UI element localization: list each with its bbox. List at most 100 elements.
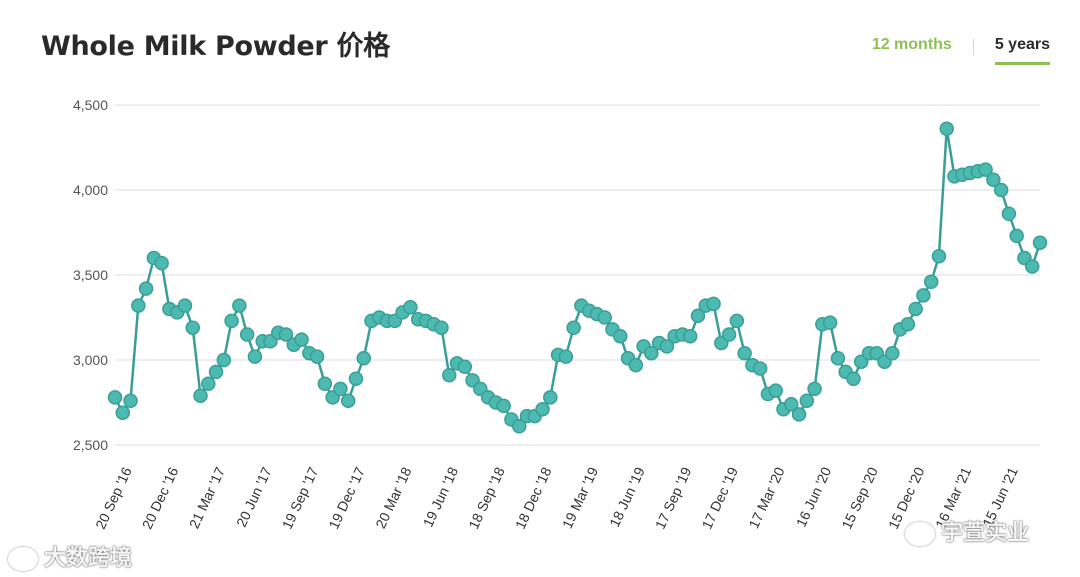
data-point[interactable] — [193, 388, 208, 403]
data-point[interactable] — [939, 121, 954, 137]
data-point[interactable] — [752, 361, 768, 376]
data-point[interactable] — [239, 327, 255, 342]
data-point[interactable] — [543, 390, 558, 405]
data-point[interactable] — [885, 345, 900, 361]
data-point[interactable] — [441, 368, 457, 383]
range-tabs: 12 months 5 years — [872, 36, 1050, 65]
data-point[interactable] — [535, 402, 550, 417]
data-point[interactable] — [566, 320, 581, 335]
data-point[interactable] — [822, 315, 838, 330]
x-tick-label: 19 Jun '18 — [420, 464, 462, 529]
y-tick-label: 4,000 — [73, 182, 108, 198]
x-tick-label: 18 Jun '19 — [606, 464, 648, 529]
data-point[interactable] — [340, 393, 356, 409]
data-point[interactable] — [807, 381, 822, 397]
series-line — [113, 127, 1042, 428]
data-point[interactable] — [131, 298, 146, 313]
data-point[interactable] — [317, 376, 333, 392]
data-point[interactable] — [1032, 235, 1048, 250]
data-point[interactable] — [201, 376, 216, 392]
data-point[interactable] — [208, 364, 224, 380]
data-point[interactable] — [690, 308, 706, 324]
watermark-left-text: 大数跨境 — [44, 546, 133, 571]
data-point[interactable] — [784, 396, 799, 412]
data-point[interactable] — [123, 393, 138, 409]
data-point[interactable] — [278, 327, 294, 342]
data-point[interactable] — [333, 381, 348, 397]
data-point[interactable] — [729, 313, 745, 329]
data-point[interactable] — [177, 298, 193, 313]
data-point[interactable] — [978, 162, 993, 177]
watermark-right: 宇萱实业 — [905, 515, 1029, 547]
data-point[interactable] — [706, 296, 721, 312]
watermark-right-text: 宇萱实业 — [941, 521, 1030, 546]
data-point[interactable] — [682, 328, 698, 344]
y-tick-label: 3,500 — [73, 267, 108, 283]
data-point[interactable] — [348, 371, 364, 386]
data-point[interactable] — [900, 317, 916, 332]
data-point[interactable] — [791, 407, 807, 422]
data-point[interactable] — [986, 172, 1001, 188]
x-tick-label: 16 Jun '20 — [793, 464, 835, 529]
page-title: Whole Milk Powder 价格 — [41, 31, 390, 62]
x-tick-label: 20 Dec '16 — [139, 464, 182, 531]
data-point[interactable] — [931, 249, 947, 264]
data-point[interactable] — [457, 359, 473, 375]
data-point[interactable] — [916, 288, 931, 303]
data-point[interactable] — [247, 349, 263, 364]
data-point[interactable] — [496, 398, 511, 414]
data-point[interactable] — [659, 339, 675, 354]
data-point[interactable] — [232, 298, 247, 313]
data-point[interactable] — [115, 405, 131, 420]
data-point[interactable] — [356, 351, 371, 366]
data-point[interactable] — [721, 327, 737, 342]
data-point[interactable] — [294, 332, 309, 347]
data-point[interactable] — [511, 419, 527, 434]
x-tick-label: 19 Mar '19 — [559, 464, 601, 531]
series-price — [107, 121, 1048, 434]
x-tick-label: 17 Sep '19 — [652, 464, 695, 531]
data-point[interactable] — [403, 300, 418, 315]
tab-5-years[interactable]: 5 years — [994, 36, 1050, 65]
data-point[interactable] — [107, 390, 123, 405]
y-axis-ticks: 2,500 3,000 3,500 4,000 4,500 — [73, 97, 108, 453]
data-point[interactable] — [737, 345, 752, 361]
data-point[interactable] — [138, 281, 154, 296]
data-point[interactable] — [908, 301, 923, 317]
data-point[interactable] — [768, 383, 783, 398]
data-point[interactable] — [1009, 228, 1024, 244]
data-point[interactable] — [309, 349, 325, 364]
data-point[interactable] — [830, 351, 846, 366]
x-tick-label: 19 Dec '17 — [325, 464, 368, 531]
x-tick-label: 18 Dec '18 — [512, 464, 555, 531]
data-point[interactable] — [1001, 206, 1017, 222]
x-tick-label: 18 Sep '18 — [465, 464, 508, 531]
data-point[interactable] — [613, 328, 628, 344]
data-point[interactable] — [185, 320, 200, 335]
y-tick-label: 3,000 — [73, 352, 108, 368]
data-point[interactable] — [644, 345, 659, 361]
data-point[interactable] — [799, 393, 815, 409]
weibo-logo-icon — [8, 547, 38, 571]
wechat-logo-icon — [905, 522, 935, 546]
data-point[interactable] — [923, 274, 939, 290]
data-point[interactable] — [993, 182, 1009, 198]
data-point[interactable] — [154, 255, 169, 271]
grid-lines — [115, 104, 1040, 446]
data-point[interactable] — [216, 352, 232, 368]
data-point[interactable] — [224, 313, 239, 329]
data-point[interactable] — [1024, 259, 1040, 274]
y-tick-label: 4,500 — [73, 97, 108, 113]
data-point[interactable] — [597, 310, 612, 325]
x-axis-ticks: 20 Sep '16 20 Dec '16 21 Mar '17 20 Jun '17… — [92, 464, 1021, 531]
x-tick-label: 20 Sep '16 — [92, 464, 135, 531]
data-point[interactable] — [628, 357, 644, 373]
tab-12-months[interactable]: 12 months — [871, 36, 952, 53]
data-point[interactable] — [558, 349, 574, 364]
x-tick-label: 17 Mar '20 — [745, 464, 787, 531]
data-point[interactable] — [434, 320, 449, 335]
x-tick-label: 17 Dec '19 — [698, 464, 741, 531]
x-tick-label: 20 Jun '17 — [233, 464, 275, 529]
data-point[interactable] — [846, 371, 861, 386]
